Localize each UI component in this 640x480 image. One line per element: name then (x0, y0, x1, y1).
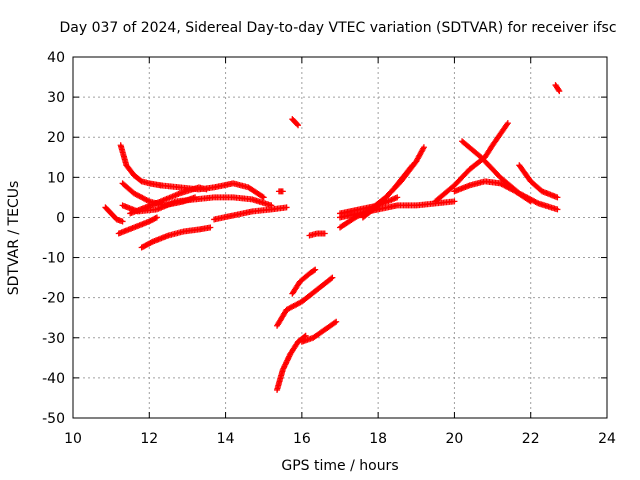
data-point (312, 266, 319, 273)
x-tick-label: 10 (64, 431, 82, 447)
series-arc-20 (337, 198, 458, 221)
data-point (260, 194, 267, 201)
data-point (294, 121, 301, 128)
data-point (394, 194, 401, 201)
series-arc-6 (102, 204, 126, 225)
data-point (527, 198, 534, 205)
axis-ticks: 10 12 14 16 18 20 22 24 40 30 20 10 0 -10 -20 -30 -40 -50 (42, 50, 616, 447)
y-tick-label: 30 (47, 90, 65, 106)
series-arc-9 (211, 204, 290, 223)
data-point (283, 204, 290, 211)
series-arc-15 (298, 318, 340, 345)
x-axis-label: GPS time / hours (281, 458, 398, 474)
y-tick-label: -30 (42, 331, 65, 347)
data-point (279, 188, 286, 195)
chart-title: Day 037 of 2024, Sidereal Day-to-day VTE… (59, 20, 616, 36)
series-arc-8 (138, 224, 214, 251)
data-point (554, 194, 561, 201)
series-arc-23 (451, 178, 534, 205)
y-tick-label: -20 (42, 291, 65, 307)
data-point (259, 193, 266, 200)
data-point (526, 197, 533, 204)
series-arc-11 (289, 116, 302, 129)
data-point (333, 318, 340, 325)
series-arc-22 (459, 138, 561, 213)
series-arc-13 (289, 266, 319, 297)
data-point (148, 239, 155, 246)
series-arc-10 (275, 188, 286, 195)
y-tick-label: 20 (47, 130, 65, 146)
data-point (207, 224, 214, 231)
data-points (102, 82, 563, 393)
y-axis-label: SDTVAR / TECUs (6, 181, 22, 296)
data-point (152, 215, 159, 222)
data-point (556, 88, 563, 95)
series-arc-24 (516, 162, 561, 201)
data-point (119, 218, 126, 225)
grid-lines (73, 57, 607, 418)
data-point (408, 163, 415, 170)
y-tick-label: 40 (47, 50, 65, 66)
x-tick-label: 18 (369, 431, 387, 447)
data-point (555, 86, 562, 93)
y-tick-label: -50 (42, 411, 65, 427)
x-tick-label: 14 (217, 431, 235, 447)
data-point (504, 120, 511, 127)
y-tick-label: 0 (56, 210, 65, 226)
y-tick-label: -40 (42, 371, 65, 387)
data-point (153, 214, 160, 221)
x-tick-label: 12 (140, 431, 158, 447)
data-point (420, 144, 427, 151)
series-arc-1 (117, 142, 164, 189)
data-point (311, 267, 318, 274)
x-tick-label: 20 (446, 431, 464, 447)
y-tick-label: 10 (47, 170, 65, 186)
y-tick-label: -10 (42, 251, 65, 267)
data-point (331, 319, 338, 326)
data-point (451, 198, 458, 205)
data-point (203, 186, 210, 193)
series-arc-7 (115, 214, 160, 237)
series-arc-12 (274, 274, 336, 329)
series-arc-5 (119, 194, 275, 215)
x-tick-label: 22 (522, 431, 540, 447)
plot-frame (72, 56, 608, 419)
series-arc-14 (274, 332, 309, 393)
data-point (328, 275, 335, 282)
data-point (554, 206, 561, 213)
data-point (503, 121, 510, 128)
x-tick-label: 24 (598, 431, 616, 447)
series-arc-16 (306, 230, 328, 239)
series-arc-25 (552, 82, 563, 95)
x-tick-label: 16 (293, 431, 311, 447)
series-arc-21 (432, 120, 511, 205)
data-point (329, 274, 336, 281)
data-point (409, 162, 416, 169)
data-point (295, 122, 302, 129)
data-point (321, 230, 328, 237)
